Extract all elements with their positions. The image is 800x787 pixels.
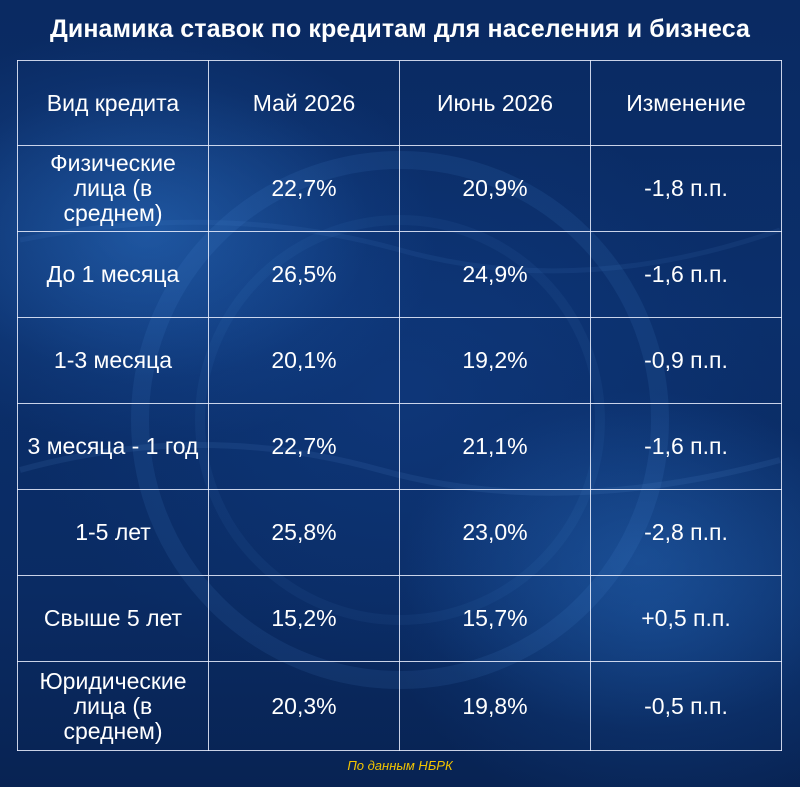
header-cell-may: Май 2026 <box>208 60 400 146</box>
loan-type-cell: 1-5 лет <box>17 489 209 576</box>
may-rate-cell: 15,2% <box>208 575 400 662</box>
loan-type-cell: До 1 месяца <box>17 231 209 318</box>
loan-type-cell: 3 месяца - 1 год <box>17 403 209 490</box>
change-cell: -1,6 п.п. <box>590 403 782 490</box>
june-rate-cell: 19,2% <box>399 317 591 404</box>
may-rate-cell: 22,7% <box>208 145 400 232</box>
change-cell: -0,5 п.п. <box>590 661 782 751</box>
june-rate-cell: 23,0% <box>399 489 591 576</box>
change-cell: -0,9 п.п. <box>590 317 782 404</box>
may-rate-cell: 25,8% <box>208 489 400 576</box>
table-row: Юридические лица (в среднем) 20,3% 19,8%… <box>17 661 782 751</box>
may-rate-cell: 20,3% <box>208 661 400 751</box>
table-row: Свыше 5 лет 15,2% 15,7% +0,5 п.п. <box>17 575 782 662</box>
page-title: Динамика ставок по кредитам для населени… <box>49 14 751 43</box>
may-rate-cell: 26,5% <box>208 231 400 318</box>
table-row: Физические лица (в среднем) 22,7% 20,9% … <box>17 145 782 232</box>
june-rate-cell: 19,8% <box>399 661 591 751</box>
header-cell-june: Июнь 2026 <box>399 60 591 146</box>
may-rate-cell: 20,1% <box>208 317 400 404</box>
header-cell-change: Изменение <box>590 60 782 146</box>
table-row: 1-5 лет 25,8% 23,0% -2,8 п.п. <box>17 489 782 576</box>
june-rate-cell: 20,9% <box>399 145 591 232</box>
header-cell-loan-type: Вид кредита <box>17 60 209 146</box>
june-rate-cell: 24,9% <box>399 231 591 318</box>
change-cell: -1,6 п.п. <box>590 231 782 318</box>
table-row: 3 месяца - 1 год 22,7% 21,1% -1,6 п.п. <box>17 403 782 490</box>
change-cell: -1,8 п.п. <box>590 145 782 232</box>
june-rate-cell: 21,1% <box>399 403 591 490</box>
may-rate-cell: 22,7% <box>208 403 400 490</box>
loan-type-cell: 1-3 месяца <box>17 317 209 404</box>
loan-type-cell: Юридические лица (в среднем) <box>17 661 209 751</box>
rates-table: Вид кредита Май 2026 Июнь 2026 Изменение… <box>17 60 782 751</box>
table-header-row: Вид кредита Май 2026 Июнь 2026 Изменение <box>17 60 782 146</box>
change-cell: +0,5 п.п. <box>590 575 782 662</box>
loan-type-cell: Физические лица (в среднем) <box>17 145 209 232</box>
table-row: До 1 месяца 26,5% 24,9% -1,6 п.п. <box>17 231 782 318</box>
june-rate-cell: 15,7% <box>399 575 591 662</box>
change-cell: -2,8 п.п. <box>590 489 782 576</box>
table-row: 1-3 месяца 20,1% 19,2% -0,9 п.п. <box>17 317 782 404</box>
loan-type-cell: Свыше 5 лет <box>17 575 209 662</box>
source-note: По данным НБРК <box>347 758 453 773</box>
